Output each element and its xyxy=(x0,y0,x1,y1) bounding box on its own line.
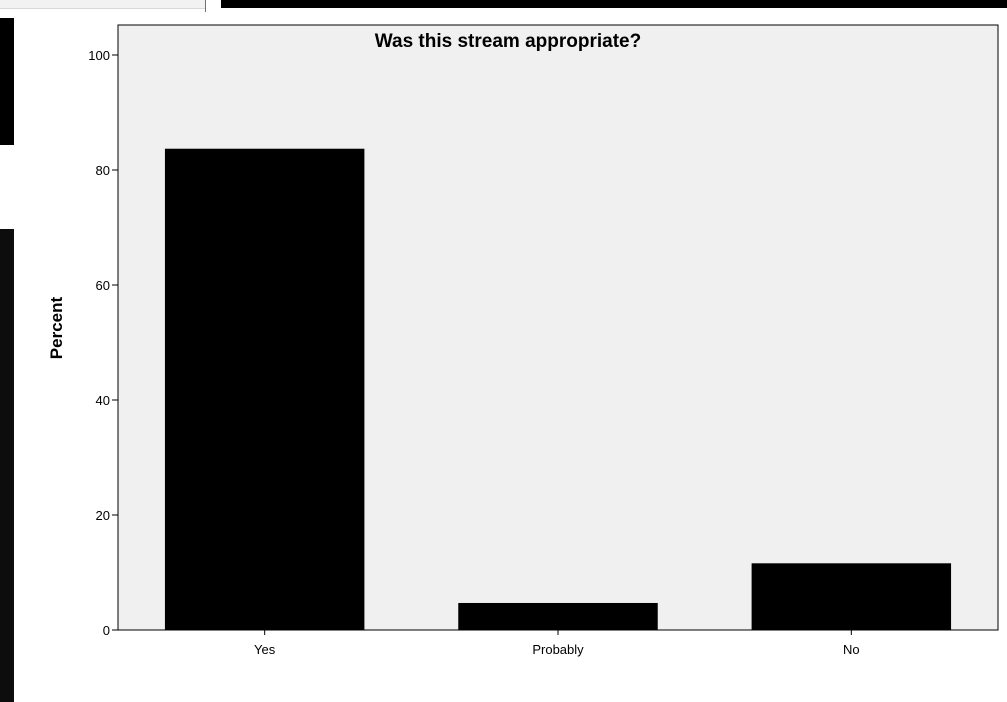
window-frame-tick xyxy=(205,0,206,12)
window-frame-left-lower xyxy=(0,229,14,702)
y-tick-label: 40 xyxy=(96,393,110,408)
y-tick-label: 0 xyxy=(103,623,110,638)
y-tick-label: 20 xyxy=(96,508,110,523)
window-frame-top-bar xyxy=(221,0,1007,8)
window-frame-top-left xyxy=(0,0,205,9)
x-tick-label-no: No xyxy=(843,642,860,657)
x-tick-label-yes: Yes xyxy=(254,642,276,657)
x-axis: Yes Probably No xyxy=(254,630,860,657)
y-axis-label: Percent xyxy=(47,296,66,359)
y-tick-label: 80 xyxy=(96,163,110,178)
bar-probably xyxy=(458,602,658,630)
window-frame-left-upper xyxy=(0,18,14,145)
y-tick-label: 60 xyxy=(96,278,110,293)
bar-yes xyxy=(164,148,365,630)
bars-group xyxy=(164,148,952,630)
bar-no xyxy=(751,563,952,630)
x-tick-label-probably: Probably xyxy=(532,642,584,657)
chart-title: Was this stream appropriate? xyxy=(375,31,641,52)
y-axis: 0 20 40 60 80 100 xyxy=(88,48,118,638)
y-tick-label: 100 xyxy=(88,48,110,63)
